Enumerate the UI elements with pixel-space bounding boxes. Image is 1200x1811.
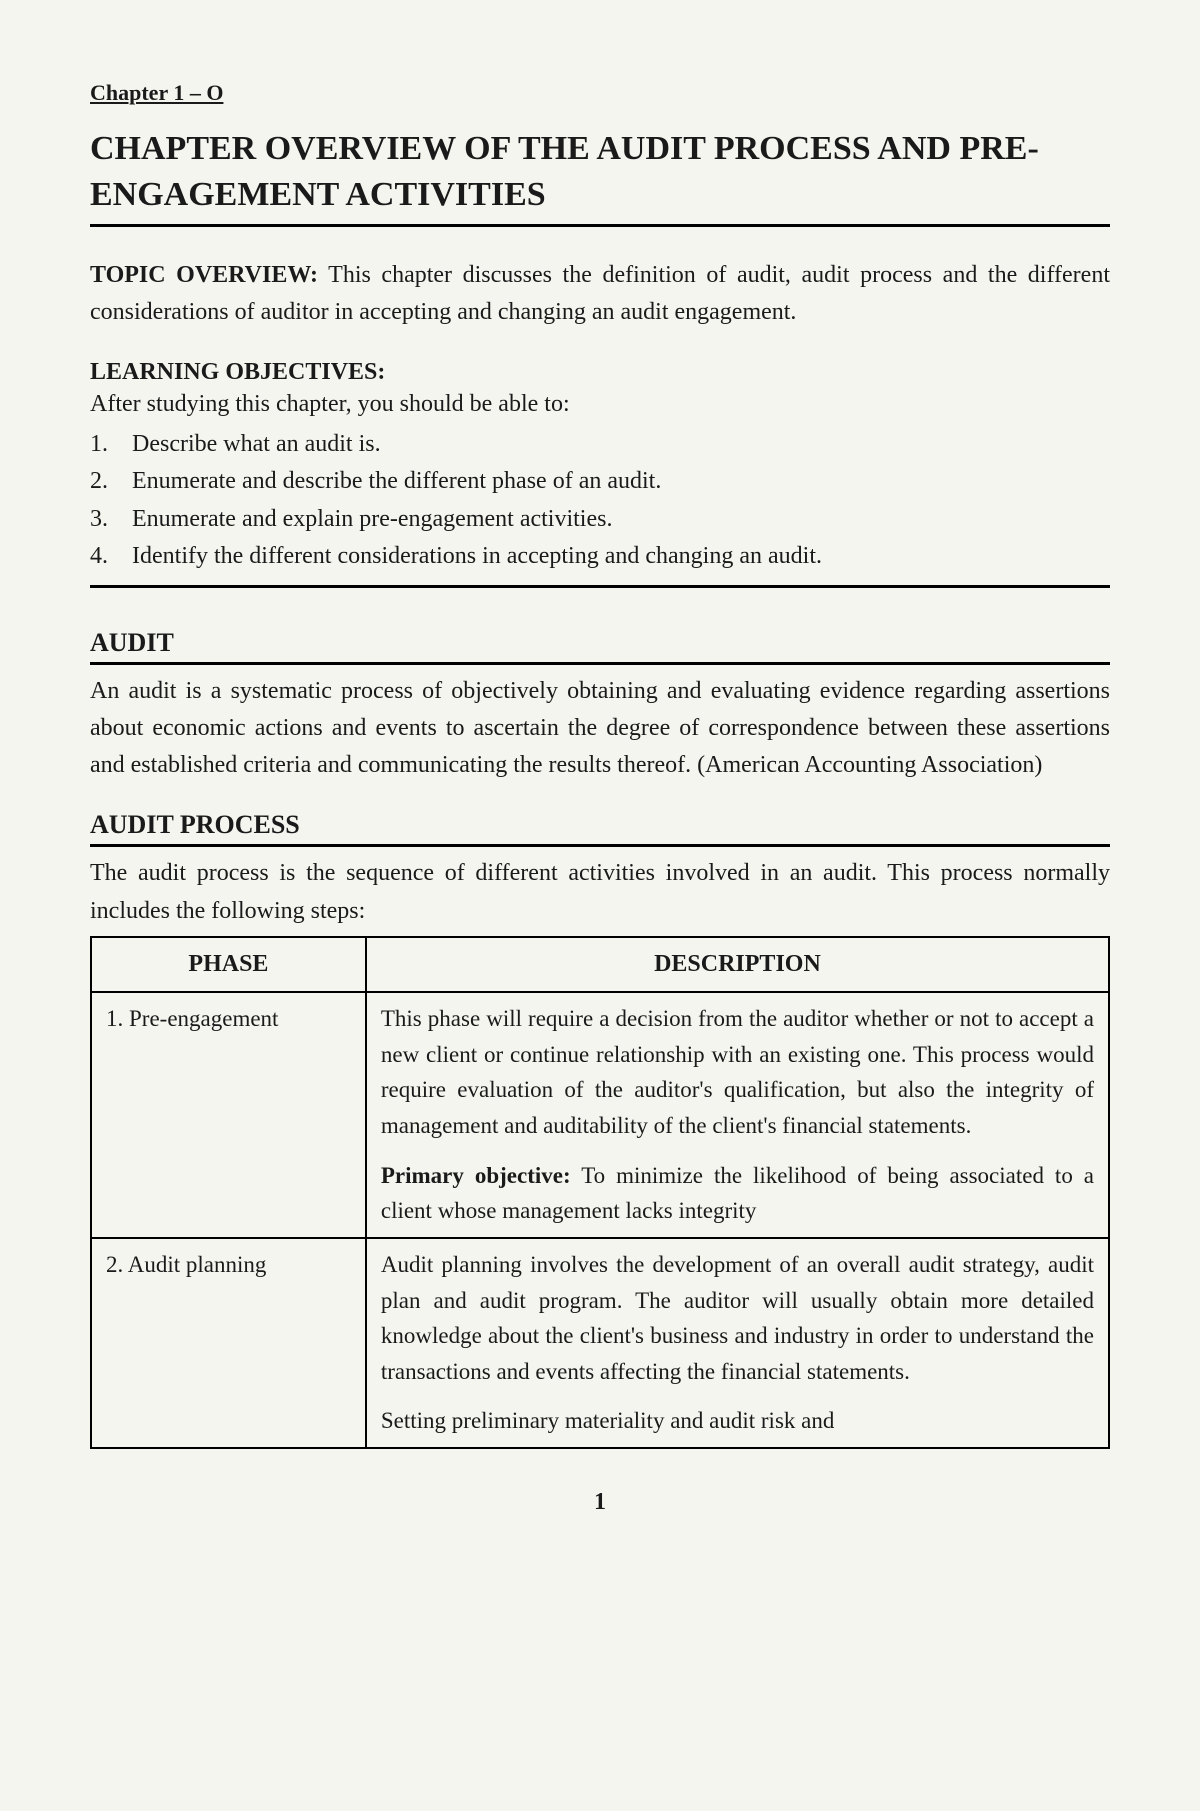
- item-text: Identify the different considerations in…: [132, 538, 822, 575]
- list-item: 2.Enumerate and describe the different p…: [90, 463, 1110, 500]
- learning-objectives-intro: After studying this chapter, you should …: [90, 386, 1110, 422]
- phase-cell: 2. Audit planning: [91, 1238, 366, 1448]
- item-number: 4.: [90, 538, 132, 575]
- learning-objectives-list: 1.Describe what an audit is. 2.Enumerate…: [90, 426, 1110, 575]
- list-item: 3.Enumerate and explain pre-engagement a…: [90, 501, 1110, 538]
- desc-main: This phase will require a decision from …: [381, 1001, 1094, 1144]
- table-header-phase: PHASE: [91, 937, 366, 992]
- topic-overview-label: TOPIC OVERVIEW:: [90, 262, 318, 288]
- table-row: 1. Pre-engagement This phase will requir…: [91, 992, 1109, 1238]
- audit-body: An audit is a systematic process of obje…: [90, 673, 1110, 785]
- list-item: 1.Describe what an audit is.: [90, 426, 1110, 463]
- chapter-title: CHAPTER OVERVIEW OF THE AUDIT PROCESS AN…: [90, 126, 1110, 227]
- item-number: 2.: [90, 463, 132, 500]
- item-text: Describe what an audit is.: [132, 426, 381, 463]
- desc-extra: Setting preliminary materiality and audi…: [381, 1403, 1094, 1439]
- phase-cell: 1. Pre-engagement: [91, 992, 366, 1238]
- item-text: Enumerate and explain pre-engagement act…: [132, 501, 612, 538]
- page-number: 1: [90, 1489, 1110, 1516]
- audit-process-intro: The audit process is the sequence of dif…: [90, 855, 1110, 929]
- learning-objectives-label: LEARNING OBJECTIVES:: [90, 359, 385, 385]
- learning-objectives-block: LEARNING OBJECTIVES: After studying this…: [90, 359, 1110, 588]
- description-cell: Audit planning involves the development …: [366, 1238, 1109, 1448]
- primary-objective-label: Primary objective:: [381, 1163, 571, 1188]
- audit-heading: AUDIT: [90, 628, 1110, 665]
- audit-process-heading: AUDIT PROCESS: [90, 810, 1110, 847]
- topic-overview-block: TOPIC OVERVIEW: This chapter discusses t…: [90, 257, 1110, 331]
- list-item: 4.Identify the different considerations …: [90, 538, 1110, 575]
- chapter-label: Chapter 1 – O: [90, 80, 1110, 106]
- description-cell: This phase will require a decision from …: [366, 992, 1109, 1238]
- item-number: 3.: [90, 501, 132, 538]
- item-text: Enumerate and describe the different pha…: [132, 463, 661, 500]
- desc-objective: Primary objective: To minimize the likel…: [381, 1158, 1094, 1229]
- audit-process-table: PHASE DESCRIPTION 1. Pre-engagement This…: [90, 936, 1110, 1449]
- table-header-description: DESCRIPTION: [366, 937, 1109, 992]
- table-row: 2. Audit planning Audit planning involve…: [91, 1238, 1109, 1448]
- item-number: 1.: [90, 426, 132, 463]
- desc-main: Audit planning involves the development …: [381, 1247, 1094, 1390]
